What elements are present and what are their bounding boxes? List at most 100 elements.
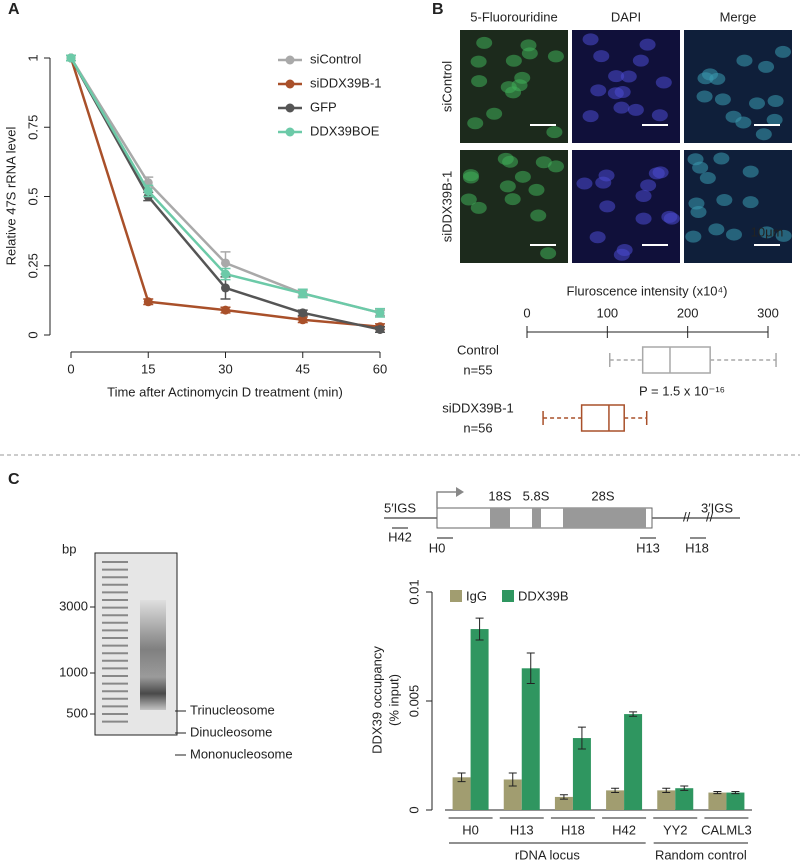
legend-marker (285, 127, 295, 137)
column-header: Merge (720, 9, 757, 24)
error-bar (475, 617, 484, 641)
nucleus (742, 196, 759, 209)
bar (572, 738, 591, 810)
point (221, 258, 230, 268)
microscopy: 5-Fluorouridine DAPI Merge siControl siDDX39… (439, 9, 792, 263)
nucleus (546, 126, 563, 139)
error-bar (629, 711, 638, 717)
nucleus (696, 90, 713, 103)
scale-bar-label: 10μm (751, 224, 784, 239)
nucleus (652, 166, 669, 179)
rdna-diagram: // // 18S 5.8S 28S 5′IGS 3′IGS H42 H0 H13… (384, 487, 740, 555)
nucleus (467, 117, 484, 130)
legend-label: IgG (466, 588, 487, 603)
nucleus (505, 54, 522, 67)
nucleus (471, 75, 488, 88)
point (221, 269, 230, 279)
n-label: n=55 (463, 362, 492, 377)
y-tick-label: 0.005 (406, 685, 421, 718)
nucleus (735, 116, 752, 129)
nucleus (640, 179, 657, 192)
nucleus (608, 70, 625, 83)
igs-label: 5′IGS (384, 500, 416, 515)
x-tick-label: 60 (373, 361, 387, 376)
nucleus (714, 93, 731, 106)
nucleus (599, 200, 616, 213)
group-label: rDNA locus (515, 847, 581, 862)
nucleus (687, 153, 704, 166)
legend-label: GFP (310, 99, 337, 114)
panel-label: A (8, 1, 20, 18)
x-tick-label: 45 (296, 361, 310, 376)
nucleus (708, 223, 725, 236)
primer-label: H13 (636, 540, 660, 555)
nucleus (709, 72, 726, 85)
nucleus (685, 230, 702, 243)
nucleus (767, 95, 784, 108)
nucleus (775, 229, 792, 242)
nucleus (627, 103, 644, 116)
y-axis-label: (% input) (386, 674, 401, 726)
group-label: Random control (655, 847, 747, 862)
point (375, 324, 385, 334)
bar (606, 790, 625, 810)
bar (726, 792, 745, 810)
nucleus (749, 97, 766, 110)
gel: bp 3000 1000 500 Trinucleosome Dinucleos… (59, 541, 293, 761)
error-bar (508, 772, 517, 787)
marker-label: 500 (66, 705, 88, 720)
error-bar (680, 785, 689, 791)
legend-marker (285, 79, 295, 89)
x-tick-label: 15 (141, 361, 155, 376)
nucleus (590, 84, 607, 97)
marker-label: 3000 (59, 598, 88, 613)
bar (708, 792, 727, 810)
y-axis-label: Relative 47S rRNA level (3, 127, 18, 266)
nucleus (742, 165, 759, 178)
bar (657, 790, 676, 810)
legend-label: DDX39B (518, 588, 569, 603)
x-tick-label: YY2 (663, 822, 688, 837)
error-bar (731, 790, 740, 795)
legend-marker (285, 103, 295, 113)
primer-label: H18 (685, 540, 709, 555)
nucleus (635, 212, 652, 225)
legend-swatch (450, 590, 462, 602)
x-tick-label: H42 (612, 822, 636, 837)
nucleus (504, 193, 521, 206)
panel-label: C (8, 471, 20, 488)
band-label: Trinucleosome (190, 702, 275, 717)
nucleus (690, 206, 707, 219)
igs-label: 3′IGS (701, 500, 733, 515)
x-axis-label: Fluroscence intensity (x10⁴) (567, 283, 728, 298)
nucleus (736, 54, 753, 67)
nucleus (661, 210, 678, 223)
annotation: P = 1.5 x 10⁻¹⁶ (639, 383, 725, 398)
y-tick-label: 0.5 (25, 187, 40, 205)
nucleus (774, 45, 791, 58)
point (298, 288, 308, 298)
nucleus (582, 33, 599, 46)
point (221, 305, 230, 315)
n-label: n=56 (463, 420, 492, 435)
nucleus (470, 201, 487, 214)
svg-text://: // (683, 509, 691, 524)
bar (452, 777, 471, 810)
x-tick-label: 0 (67, 361, 74, 376)
nucleus (582, 110, 599, 123)
error-bar (559, 794, 568, 800)
nucleus (497, 152, 514, 165)
point (221, 283, 230, 293)
nucleus (598, 169, 615, 182)
nucleus (758, 60, 775, 73)
x-tick-label: 200 (677, 305, 699, 320)
nucleus (725, 228, 742, 241)
legend-label: siDDX39B-1 (310, 75, 382, 90)
nucleus (632, 54, 649, 67)
region-label: 18S (488, 488, 511, 503)
error-bar (662, 787, 671, 794)
bar (554, 796, 573, 810)
nucleus (521, 47, 538, 60)
box (580, 404, 625, 432)
